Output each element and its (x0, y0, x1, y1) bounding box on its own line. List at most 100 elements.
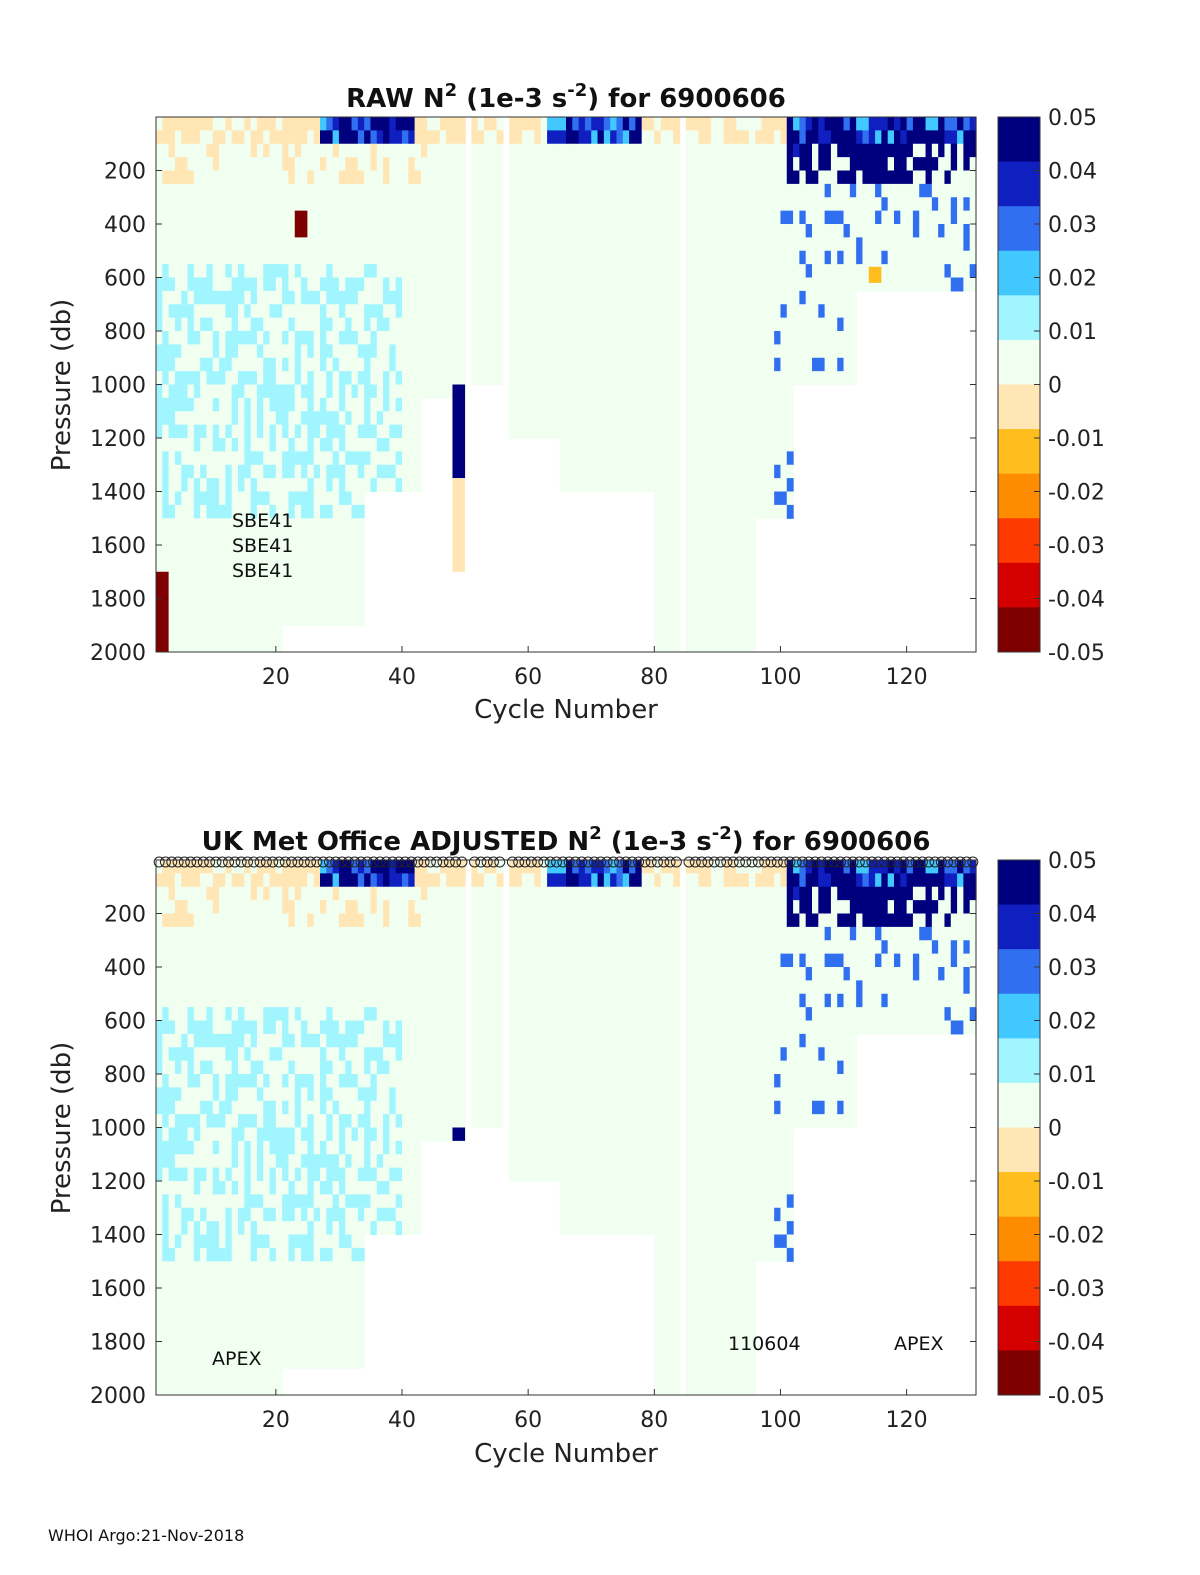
heatmap-cell (641, 264, 649, 279)
colorbar-segment (998, 339, 1040, 352)
heatmap-cell (591, 210, 599, 225)
heatmap-cell (212, 1288, 220, 1302)
heatmap-cell (357, 290, 365, 305)
heatmap-cell (597, 397, 605, 412)
heatmap-cell (275, 1354, 283, 1369)
heatmap-cell (389, 264, 397, 279)
heatmap-cell (187, 1314, 195, 1329)
heatmap-cell (288, 451, 296, 466)
heatmap-cell (521, 157, 529, 172)
heatmap-cell (181, 464, 189, 479)
heatmap-cell (666, 598, 674, 613)
heatmap-cell (540, 304, 548, 319)
heatmap-cell (963, 143, 971, 158)
heatmap-cell (408, 451, 416, 466)
heatmap-cell (212, 1221, 220, 1236)
heatmap-cell (351, 290, 359, 305)
heatmap-cell (282, 1328, 290, 1343)
heatmap-cell (629, 438, 636, 452)
heatmap-cell (288, 210, 296, 225)
heatmap-cell (338, 967, 346, 981)
heatmap-cell (212, 940, 220, 955)
heatmap-cell (534, 304, 542, 319)
heatmap-cell (219, 117, 226, 131)
heatmap-cell (168, 117, 176, 131)
heatmap-cell (950, 117, 958, 131)
heatmap-cell (332, 344, 340, 359)
heatmap-cell (250, 531, 258, 546)
heatmap-cell (301, 264, 308, 279)
heatmap-cell (238, 1087, 245, 1102)
heatmap-cell (490, 331, 498, 345)
heatmap-cell (774, 210, 782, 225)
heatmap-cell (294, 1288, 302, 1302)
heatmap-cell (648, 117, 655, 131)
heatmap-cell (610, 451, 618, 466)
heatmap-cell (597, 250, 605, 265)
heatmap-cell (685, 157, 693, 172)
heatmap-cell (849, 290, 857, 305)
heatmap-cell (673, 571, 681, 586)
heatmap-cell (294, 1074, 302, 1088)
heatmap-cell (534, 277, 542, 292)
heatmap-cell (181, 170, 189, 185)
heatmap-cell (559, 183, 567, 198)
heatmap-cell (931, 117, 939, 131)
heatmap-cell (692, 558, 700, 573)
heatmap-cell (957, 117, 964, 131)
heatmap-cell (654, 384, 662, 399)
heatmap-cell (269, 571, 277, 586)
heatmap-cell (395, 170, 403, 185)
heatmap-cell (427, 117, 435, 131)
heatmap-cell (414, 384, 422, 399)
heatmap-cell (641, 371, 649, 386)
heatmap-cell (301, 1247, 308, 1262)
heatmap-cell (294, 1181, 302, 1195)
heatmap-cell (256, 926, 264, 941)
heatmap-cell (761, 170, 769, 185)
heatmap-cell (521, 197, 529, 212)
heatmap-cell (780, 250, 788, 265)
colorbar-tick-label: -0.03 (1048, 534, 1105, 559)
heatmap-cell (477, 304, 485, 319)
heatmap-cell (313, 873, 321, 888)
heatmap-cell (212, 900, 220, 915)
heatmap-cell (818, 197, 826, 212)
heatmap-cell (912, 277, 920, 292)
heatmap-cell (156, 1167, 163, 1182)
heatmap-cell (256, 290, 264, 305)
heatmap-cell (206, 438, 214, 452)
heatmap-cell (212, 1020, 220, 1035)
heatmap-cell (187, 1033, 195, 1048)
heatmap-cell (723, 157, 731, 172)
heatmap-cell (326, 940, 334, 955)
heatmap-cell (174, 117, 182, 131)
heatmap-cell (509, 411, 517, 426)
heatmap-cell (446, 143, 454, 158)
heatmap-cell (780, 197, 788, 212)
heatmap-cell (225, 638, 233, 653)
heatmap-cell (629, 317, 636, 332)
heatmap-cell (736, 518, 744, 533)
heatmap-cell (231, 585, 239, 600)
heatmap-cell (345, 585, 353, 600)
heatmap-cell (345, 290, 353, 305)
heatmap-cell (269, 1221, 277, 1236)
heatmap-cell (269, 170, 277, 185)
heatmap-cell (439, 210, 447, 225)
heatmap-cell (799, 143, 807, 158)
heatmap-cell (206, 571, 214, 586)
heatmap-cell (559, 197, 567, 212)
heatmap-cell (187, 1007, 195, 1022)
heatmap-cell (307, 1194, 315, 1209)
heatmap-cell (414, 331, 422, 345)
heatmap-cell (666, 344, 674, 359)
heatmap-cell (433, 344, 441, 359)
heatmap-cell (282, 451, 290, 466)
heatmap-cell (320, 1288, 327, 1302)
heatmap-cell (824, 170, 832, 185)
heatmap-cell (263, 611, 271, 626)
heatmap-cell (660, 371, 668, 386)
heatmap-cell (288, 1314, 296, 1329)
heatmap-cell (357, 438, 365, 452)
